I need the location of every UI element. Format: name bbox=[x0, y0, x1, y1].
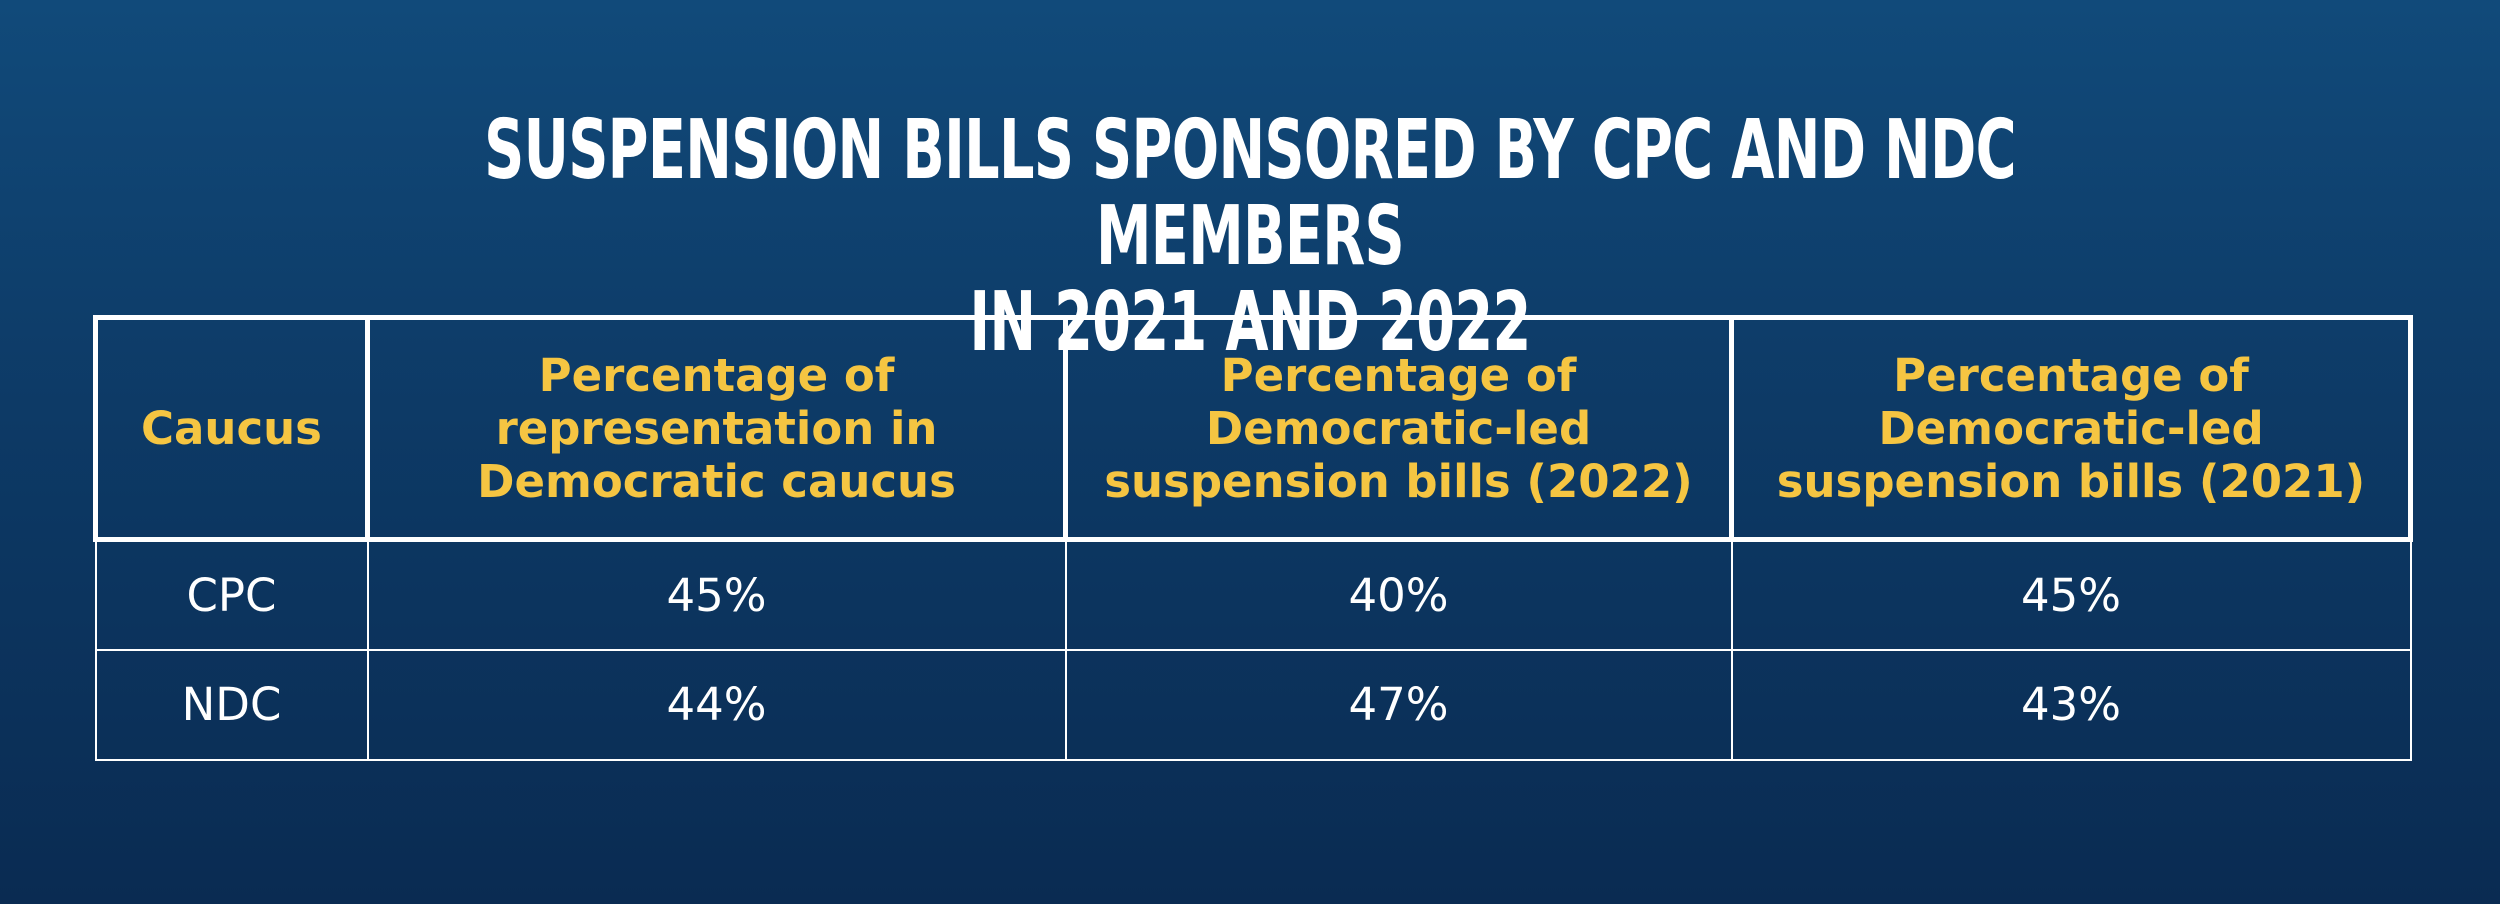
table-row-ndc: NDC 44% 47% 43% bbox=[94, 648, 2412, 761]
cell-bills-2021-ndc: 43% bbox=[1730, 648, 2412, 761]
column-header-representation: Percentage of representation in Democrat… bbox=[365, 315, 1068, 542]
column-header-bills-2022: Percentage of Democratic-led suspension … bbox=[1063, 315, 1734, 542]
cell-representation-cpc: 45% bbox=[366, 538, 1067, 651]
cell-representation-ndc: 44% bbox=[366, 648, 1067, 761]
cell-bills-2021-cpc: 45% bbox=[1730, 538, 2412, 651]
data-table: Caucus Percentage of representation in D… bbox=[93, 315, 2413, 761]
column-header-bills-2021: Percentage of Democratic-led suspension … bbox=[1729, 315, 2413, 542]
cell-caucus-ndc: NDC bbox=[94, 648, 369, 761]
data-table-container: Caucus Percentage of representation in D… bbox=[93, 315, 2413, 761]
table-row-cpc: CPC 45% 40% 45% bbox=[94, 538, 2412, 651]
cell-caucus-cpc: CPC bbox=[94, 538, 369, 651]
chart-title-line-1: SUSPENSION BILLS SPONSORED BY CPC AND ND… bbox=[484, 103, 2016, 284]
table-header-row: Caucus Percentage of representation in D… bbox=[93, 315, 2413, 542]
column-header-caucus: Caucus bbox=[93, 315, 370, 542]
cell-bills-2022-ndc: 47% bbox=[1064, 648, 1733, 761]
cell-bills-2022-cpc: 40% bbox=[1064, 538, 1733, 651]
